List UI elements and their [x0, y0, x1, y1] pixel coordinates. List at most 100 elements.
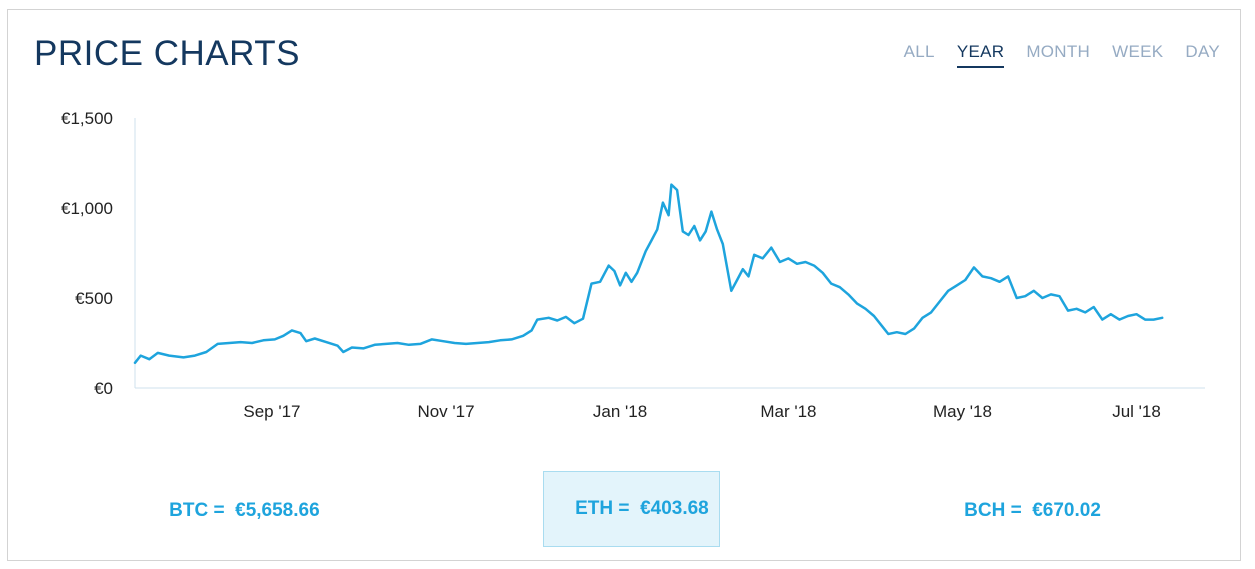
- data-point: [1101, 318, 1104, 321]
- data-point: [350, 346, 353, 349]
- bch-price-value: €670.02: [1032, 500, 1101, 521]
- range-tabs: ALL YEAR MONTH WEEK DAY: [904, 42, 1220, 68]
- data-point: [1152, 318, 1155, 321]
- data-point: [396, 342, 399, 344]
- data-point: [1135, 313, 1138, 316]
- data-point: [273, 338, 276, 341]
- price-chart-panel: PRICE CHARTS ALL YEAR MONTH WEEK DAY: [7, 9, 1241, 561]
- data-point: [1050, 293, 1052, 296]
- data-point: [1041, 297, 1044, 299]
- btc-price[interactable]: BTC = €5,658.66: [148, 478, 320, 544]
- y-tick-label: €1,000: [61, 199, 113, 218]
- data-point: [408, 343, 410, 346]
- x-tick-label: Nov '17: [417, 402, 474, 421]
- data-point: [216, 343, 219, 345]
- data-point: [1024, 295, 1027, 298]
- data-point: [830, 282, 833, 285]
- data-point: [624, 271, 627, 274]
- data-point: [787, 257, 790, 260]
- data-point: [325, 341, 328, 343]
- data-point: [670, 183, 673, 186]
- data-point: [362, 347, 365, 350]
- data-point: [972, 266, 975, 269]
- bch-price-label: BCH =: [964, 500, 1022, 521]
- data-point: [476, 342, 479, 344]
- data-point: [148, 358, 151, 361]
- data-point: [804, 261, 807, 263]
- data-point: [1075, 307, 1078, 310]
- data-point: [385, 343, 387, 345]
- data-point: [887, 333, 890, 335]
- data-point: [741, 268, 744, 271]
- data-point: [747, 275, 750, 278]
- data-point: [716, 228, 718, 231]
- data-point: [998, 280, 1001, 283]
- data-point: [305, 340, 308, 343]
- data-point: [556, 319, 559, 322]
- data-point: [904, 333, 907, 335]
- data-point: [194, 354, 196, 357]
- data-point: [990, 277, 992, 280]
- data-point: [656, 228, 659, 231]
- eth-price[interactable]: ETH = €403.68: [543, 471, 720, 547]
- data-point: [134, 361, 136, 364]
- data-point: [753, 253, 756, 256]
- data-point: [667, 214, 670, 217]
- data-point: [430, 338, 433, 341]
- tab-year[interactable]: YEAR: [956, 42, 1005, 68]
- btc-price-label: BTC =: [169, 500, 225, 521]
- data-point: [1032, 289, 1035, 292]
- x-tick-label: Mar '18: [760, 402, 816, 421]
- data-point: [721, 243, 724, 245]
- data-point: [291, 329, 293, 332]
- data-point: [619, 284, 621, 287]
- data-point: [453, 342, 456, 344]
- x-tick-label: Jul '18: [1112, 402, 1161, 421]
- data-point: [847, 293, 850, 296]
- data-point: [955, 284, 958, 287]
- data-point: [530, 329, 533, 332]
- x-tick-label: Sep '17: [243, 402, 300, 421]
- eth-price-value: €403.68: [640, 498, 709, 519]
- data-point: [205, 351, 208, 353]
- data-point: [921, 316, 924, 319]
- tab-day[interactable]: DAY: [1185, 42, 1220, 61]
- price-line-chart: €0 €500 €1,000 €1,500 Sep '17 Nov '17 Jan '18 M…: [61, 109, 1205, 421]
- data-point: [536, 318, 539, 321]
- x-tick-label: May '18: [933, 402, 992, 421]
- data-point: [342, 351, 345, 353]
- data-point: [1161, 316, 1164, 319]
- data-point: [1067, 309, 1069, 312]
- data-point: [613, 270, 616, 272]
- tab-month[interactable]: MONTH: [1026, 42, 1091, 61]
- data-point: [864, 307, 867, 310]
- y-tick-label: €1,500: [61, 109, 113, 128]
- data-point: [487, 341, 490, 343]
- data-point: [1118, 318, 1121, 321]
- data-point: [938, 300, 941, 303]
- bch-price[interactable]: BCH = €670.02: [943, 478, 1101, 544]
- data-point: [873, 315, 875, 317]
- data-point: [262, 339, 265, 342]
- data-point: [1084, 311, 1087, 314]
- data-point: [1007, 275, 1010, 278]
- data-point: [676, 189, 679, 191]
- price-series-line: [133, 183, 1164, 365]
- data-point: [156, 352, 159, 354]
- data-point: [693, 225, 696, 227]
- data-point: [607, 264, 610, 267]
- data-point: [1144, 318, 1146, 321]
- data-point: [1092, 306, 1095, 308]
- data-point: [730, 289, 733, 292]
- tab-week[interactable]: WEEK: [1112, 42, 1164, 61]
- data-point: [913, 327, 915, 330]
- data-point: [644, 250, 647, 253]
- data-point: [499, 339, 502, 342]
- data-point: [419, 343, 422, 345]
- data-point: [299, 332, 302, 334]
- tab-all[interactable]: ALL: [903, 42, 935, 61]
- eth-price-label: ETH =: [575, 498, 630, 519]
- data-point: [313, 337, 316, 340]
- data-point: [590, 282, 593, 285]
- data-point: [282, 334, 285, 337]
